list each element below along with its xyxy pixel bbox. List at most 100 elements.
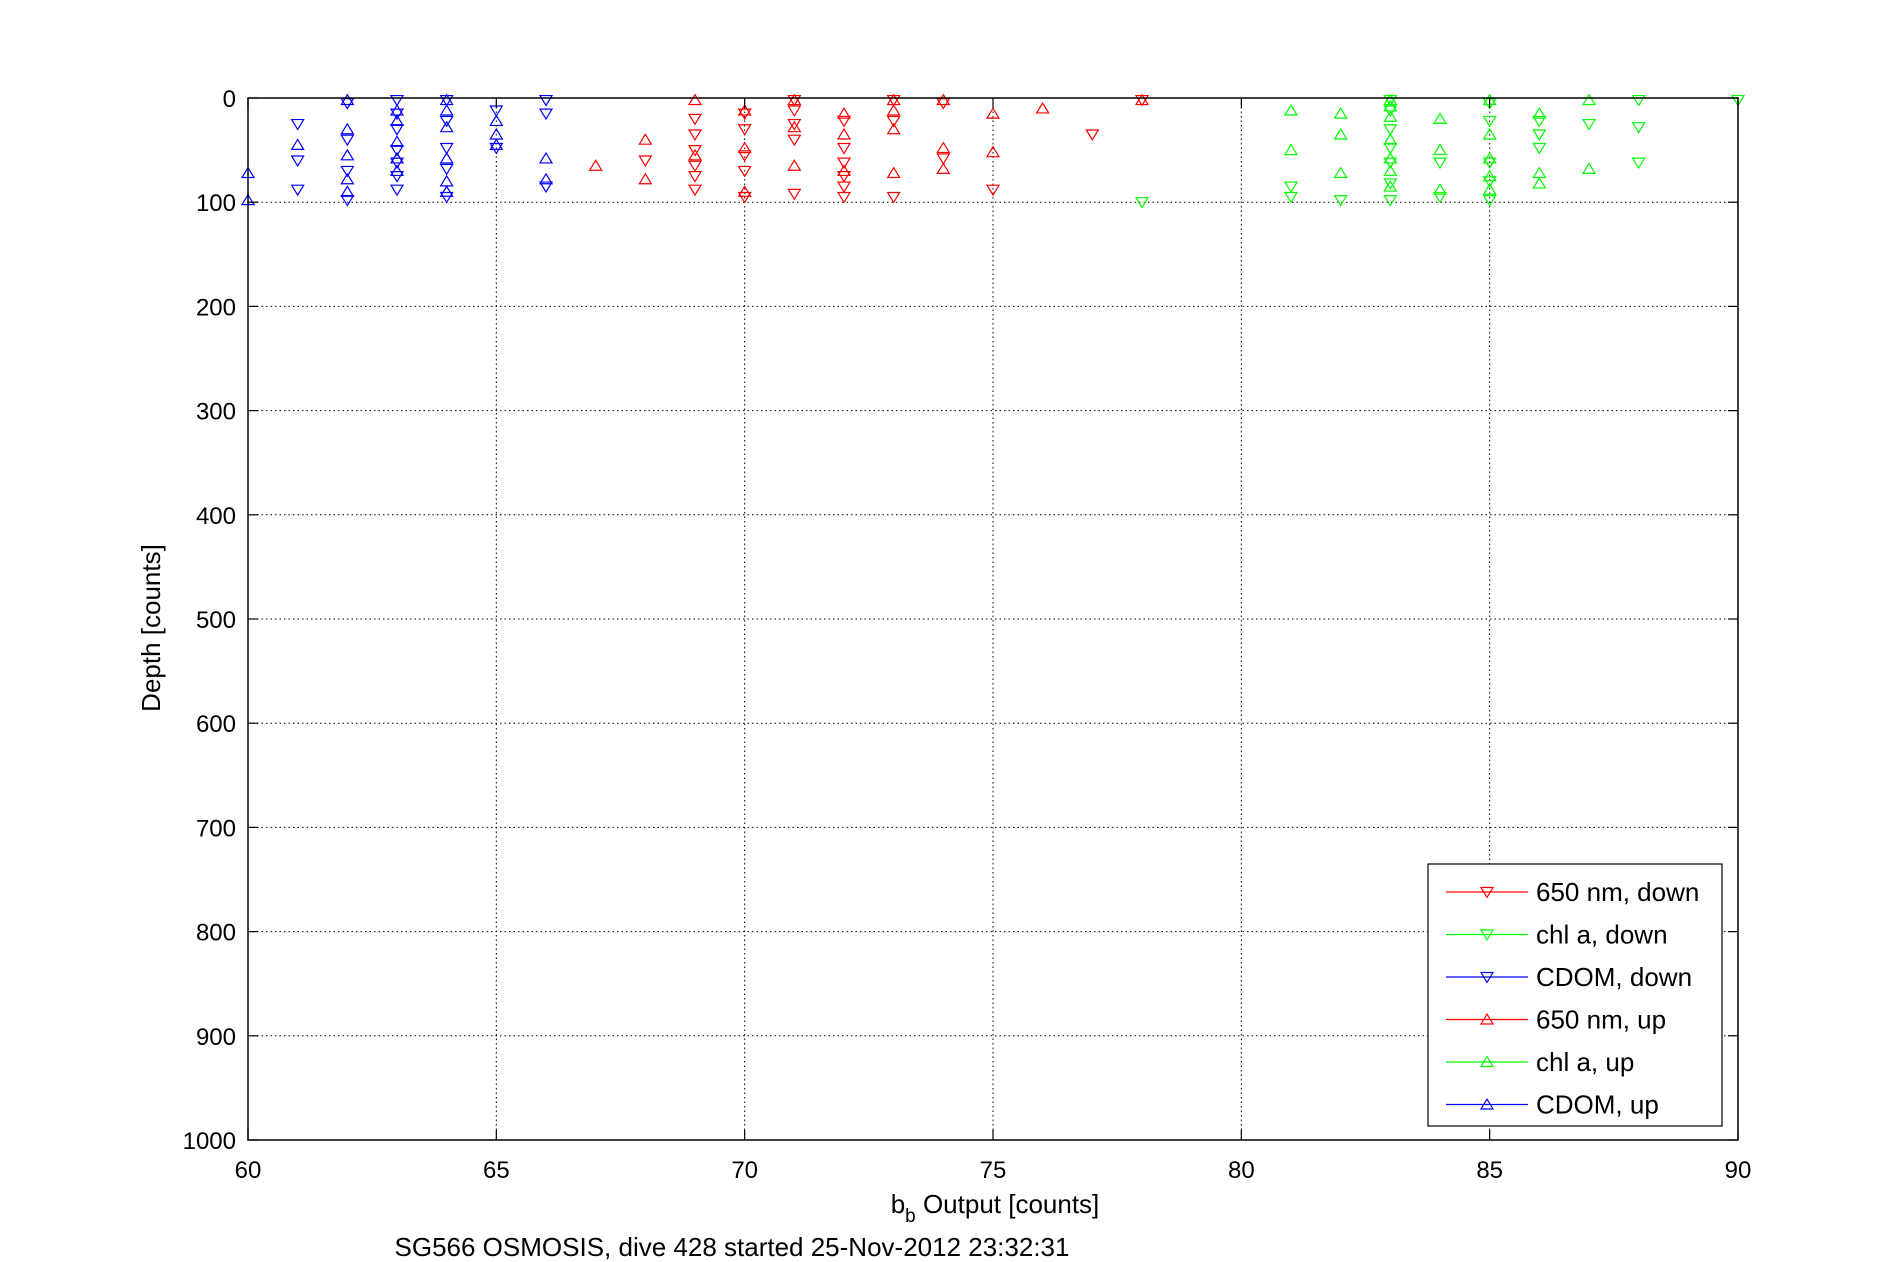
data-point — [340, 122, 355, 135]
data-point — [1631, 122, 1646, 134]
x-axis-label-subscript: b — [905, 1206, 916, 1227]
data-point — [936, 162, 951, 174]
y-axis-label: Depth [counts] — [136, 544, 166, 712]
axis-ticks: 60 65 70 75 80 85 9001002003004005006007008009… — [183, 86, 1752, 1184]
data-point — [439, 163, 454, 176]
data-point — [1482, 169, 1497, 182]
data-point — [687, 160, 703, 173]
data-point — [1482, 151, 1497, 164]
data-point — [985, 107, 1001, 119]
data-point — [737, 141, 752, 154]
data-point — [836, 157, 852, 170]
x-axis-label-main: b — [891, 1189, 905, 1219]
data-point — [1532, 115, 1547, 128]
legend: 650 nm, down chl a, down CDOM, down 650 nm,… — [1427, 863, 1723, 1127]
data-point — [1631, 94, 1646, 107]
data-point — [787, 134, 802, 147]
y-tick-label: 800 — [196, 920, 236, 947]
data-point — [290, 155, 305, 168]
series-1 — [1134, 94, 1746, 209]
data-point — [687, 145, 703, 157]
data-point — [1532, 176, 1547, 189]
y-tick-label: 600 — [196, 711, 236, 738]
data-point — [1283, 103, 1299, 116]
data-point — [1383, 195, 1398, 207]
data-point — [1383, 110, 1398, 122]
data-point — [1581, 93, 1597, 106]
data-point — [1383, 124, 1398, 136]
data-point — [886, 166, 901, 179]
data-point — [340, 195, 355, 207]
data-point — [389, 184, 405, 197]
data-point — [936, 153, 951, 165]
series-5 — [240, 93, 554, 206]
data-point — [439, 151, 454, 164]
data-point — [836, 164, 852, 177]
data-point — [439, 120, 454, 133]
data-point — [389, 135, 405, 147]
data-point — [638, 172, 653, 185]
data-point — [1383, 133, 1398, 145]
data-point — [340, 134, 355, 147]
data-point — [737, 191, 752, 204]
legend-marker — [1479, 1055, 1495, 1068]
data-point — [290, 138, 305, 150]
data-point — [439, 191, 454, 204]
data-point — [687, 171, 703, 183]
data-point — [1532, 142, 1547, 155]
data-point — [439, 103, 454, 116]
y-tick-label: 1000 — [183, 1128, 236, 1155]
data-point — [1482, 127, 1497, 140]
data-point — [439, 142, 454, 155]
data-point — [1532, 129, 1547, 142]
data-point — [1283, 143, 1299, 156]
x-tick-label: 80 — [1228, 1157, 1255, 1184]
data-point — [1432, 183, 1448, 195]
data-point — [787, 105, 802, 118]
data-point — [886, 115, 901, 128]
data-point — [439, 185, 454, 197]
data-point — [787, 159, 802, 171]
data-point — [389, 171, 405, 183]
x-tick-label: 70 — [731, 1157, 758, 1184]
data-point — [340, 185, 355, 197]
data-point — [1035, 101, 1050, 114]
x-tick-label: 75 — [980, 1157, 1007, 1184]
data-point — [538, 151, 554, 164]
data-point — [588, 159, 603, 171]
data-point — [737, 165, 752, 178]
data-point — [1581, 118, 1597, 131]
data-point — [1432, 112, 1448, 124]
data-point — [389, 145, 405, 157]
legend-marker — [1479, 1012, 1495, 1025]
data-point — [1432, 157, 1448, 170]
data-point — [936, 93, 951, 106]
data-point — [1631, 157, 1646, 170]
data-point — [1134, 93, 1150, 106]
data-point — [1482, 115, 1497, 128]
data-point — [389, 108, 405, 121]
data-point — [1482, 195, 1497, 207]
grid-lines — [248, 98, 1738, 1140]
legend-marker — [1479, 886, 1495, 899]
data-point — [1482, 183, 1497, 195]
data-point — [1432, 143, 1448, 156]
data-point — [1482, 176, 1497, 188]
data-point — [340, 165, 355, 178]
data-point — [1333, 195, 1348, 207]
y-tick-label: 0 — [223, 86, 236, 113]
y-tick-label: 100 — [196, 190, 236, 217]
data-point — [290, 118, 305, 131]
data-point — [886, 122, 901, 135]
data-point — [836, 115, 852, 128]
data-point — [1383, 142, 1398, 155]
data-point — [687, 148, 703, 161]
data-point — [886, 103, 901, 116]
data-point — [687, 129, 703, 142]
data-point — [638, 133, 653, 145]
legend-label: chl a, up — [1536, 1047, 1634, 1077]
data-point — [787, 118, 802, 131]
data-point — [787, 120, 802, 133]
data-point — [538, 172, 554, 185]
